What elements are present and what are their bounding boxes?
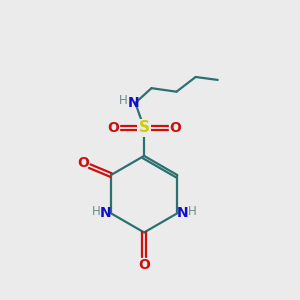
Text: N: N [128,96,140,110]
Text: O: O [108,121,119,135]
Text: S: S [139,120,150,135]
Text: H: H [188,205,196,218]
Text: O: O [138,258,150,272]
Text: H: H [118,94,127,107]
Text: N: N [177,206,188,220]
Text: O: O [77,156,88,170]
Text: H: H [92,205,100,218]
Text: N: N [100,206,112,220]
Text: O: O [169,121,181,135]
